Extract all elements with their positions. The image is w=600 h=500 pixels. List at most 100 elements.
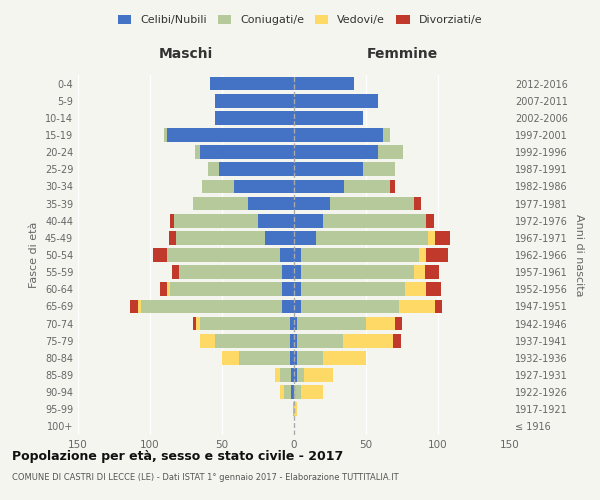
Bar bbox=[215, 94, 294, 108]
Bar bbox=[200, 146, 294, 159]
Bar bbox=[435, 300, 442, 314]
Bar bbox=[294, 334, 297, 347]
Bar bbox=[391, 180, 395, 194]
Legend: Celibi/Nubili, Coniugati/e, Vedovi/e, Divorziati/e: Celibi/Nubili, Coniugati/e, Vedovi/e, Di… bbox=[113, 10, 487, 30]
Bar bbox=[200, 316, 290, 330]
Bar bbox=[233, 180, 294, 194]
Bar bbox=[363, 162, 395, 176]
Bar bbox=[323, 351, 366, 364]
Bar bbox=[294, 351, 297, 364]
Bar bbox=[427, 214, 434, 228]
Bar bbox=[301, 300, 399, 314]
Bar bbox=[130, 300, 139, 314]
Bar bbox=[316, 231, 428, 244]
Bar bbox=[294, 162, 363, 176]
Bar bbox=[153, 248, 167, 262]
Bar bbox=[294, 180, 344, 194]
Bar bbox=[419, 248, 427, 262]
Bar bbox=[294, 128, 383, 142]
Bar bbox=[142, 300, 283, 314]
Bar bbox=[176, 231, 265, 244]
Bar bbox=[297, 316, 366, 330]
Bar bbox=[428, 231, 435, 244]
Bar bbox=[211, 76, 294, 90]
Bar bbox=[435, 231, 449, 244]
Bar bbox=[294, 282, 301, 296]
Y-axis label: Anni di nascita: Anni di nascita bbox=[574, 214, 584, 296]
Bar bbox=[323, 214, 427, 228]
Bar bbox=[290, 334, 294, 347]
Bar bbox=[167, 248, 280, 262]
Bar bbox=[200, 334, 215, 347]
Bar bbox=[160, 282, 167, 296]
Bar bbox=[172, 266, 179, 279]
Bar bbox=[301, 282, 405, 296]
Bar bbox=[297, 334, 343, 347]
Bar bbox=[170, 282, 283, 296]
Bar bbox=[294, 111, 363, 124]
Bar bbox=[196, 316, 200, 330]
Bar bbox=[290, 316, 294, 330]
Bar bbox=[275, 368, 280, 382]
Bar bbox=[280, 248, 294, 262]
Bar bbox=[194, 146, 200, 159]
Bar bbox=[291, 386, 294, 399]
Bar bbox=[395, 316, 402, 330]
Bar bbox=[215, 334, 290, 347]
Bar bbox=[215, 111, 294, 124]
Y-axis label: Fasce di età: Fasce di età bbox=[29, 222, 39, 288]
Bar bbox=[170, 214, 175, 228]
Bar bbox=[193, 196, 248, 210]
Bar bbox=[344, 180, 391, 194]
Bar bbox=[294, 196, 330, 210]
Bar bbox=[208, 162, 219, 176]
Bar bbox=[377, 146, 403, 159]
Bar bbox=[291, 368, 294, 382]
Bar bbox=[222, 351, 239, 364]
Bar bbox=[280, 386, 284, 399]
Bar bbox=[265, 231, 294, 244]
Bar bbox=[219, 162, 294, 176]
Bar bbox=[193, 316, 196, 330]
Bar bbox=[239, 351, 290, 364]
Bar bbox=[294, 300, 301, 314]
Bar bbox=[284, 386, 291, 399]
Bar bbox=[294, 231, 316, 244]
Bar bbox=[394, 334, 401, 347]
Bar bbox=[164, 128, 167, 142]
Bar bbox=[179, 266, 283, 279]
Bar bbox=[167, 128, 294, 142]
Text: Maschi: Maschi bbox=[159, 48, 213, 62]
Bar bbox=[294, 146, 377, 159]
Bar bbox=[405, 282, 427, 296]
Bar bbox=[427, 248, 448, 262]
Bar bbox=[413, 266, 425, 279]
Bar bbox=[304, 368, 333, 382]
Bar bbox=[294, 266, 301, 279]
Bar bbox=[294, 316, 297, 330]
Bar bbox=[399, 300, 435, 314]
Bar bbox=[258, 214, 294, 228]
Bar bbox=[297, 351, 323, 364]
Bar bbox=[290, 351, 294, 364]
Text: Popolazione per età, sesso e stato civile - 2017: Popolazione per età, sesso e stato civil… bbox=[12, 450, 343, 463]
Bar bbox=[175, 214, 258, 228]
Bar bbox=[301, 266, 413, 279]
Bar bbox=[294, 368, 297, 382]
Bar bbox=[283, 300, 294, 314]
Bar bbox=[427, 282, 441, 296]
Bar bbox=[139, 300, 142, 314]
Bar bbox=[169, 231, 176, 244]
Bar bbox=[413, 196, 421, 210]
Bar bbox=[294, 386, 301, 399]
Bar bbox=[297, 368, 304, 382]
Bar bbox=[167, 282, 170, 296]
Bar bbox=[330, 196, 413, 210]
Bar bbox=[294, 214, 323, 228]
Text: Femmine: Femmine bbox=[367, 48, 437, 62]
Bar bbox=[294, 402, 297, 416]
Bar bbox=[301, 248, 419, 262]
Bar bbox=[294, 248, 301, 262]
Bar bbox=[280, 368, 291, 382]
Bar bbox=[425, 266, 439, 279]
